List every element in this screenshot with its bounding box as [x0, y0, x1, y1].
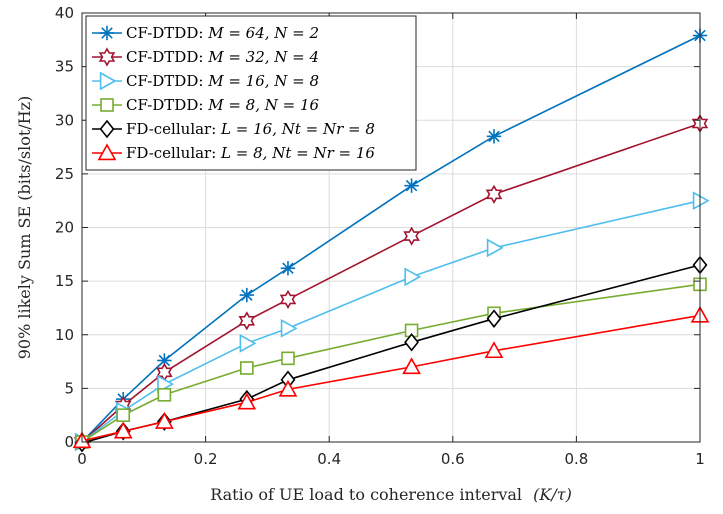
data-point: [404, 332, 420, 352]
data-point: [113, 421, 133, 439]
legend-label-prefix: CF-DTDD:: [126, 72, 208, 90]
legend-label-prefix: CF-DTDD:: [126, 96, 208, 114]
x-axis-label-text: Ratio of UE load to coherence interval: [210, 485, 522, 504]
data-point: [238, 311, 256, 331]
x-tick-label: 1: [695, 450, 705, 468]
legend-marker: [99, 119, 115, 139]
legend-box: [85, 15, 417, 171]
x-tick-label: 0.4: [317, 450, 341, 468]
y-tick-label: 10: [55, 326, 74, 344]
legend-entry: CF-DTDD: M = 8, N = 16: [92, 96, 320, 114]
data-point: [116, 408, 131, 422]
data-point: [484, 341, 504, 359]
legend-label-prefix: CF-DTDD:: [126, 24, 208, 42]
data-point: [241, 289, 253, 301]
data-point: [278, 379, 298, 397]
legend-label: FD-cellular: L = 8, Nt = Nr = 16: [126, 144, 375, 162]
series-6: [72, 305, 710, 449]
data-point: [237, 392, 257, 410]
y-tick-label: 15: [55, 272, 74, 290]
data-point: [404, 267, 422, 287]
legend-label: CF-DTDD: M = 8, N = 16: [126, 96, 320, 114]
series-line: [81, 199, 701, 443]
x-tick-label: 0.8: [564, 450, 588, 468]
data-point: [158, 354, 171, 367]
legend-label-prefix: CF-DTDD:: [126, 48, 208, 66]
x-axis-label: Ratio of UE load to coherence interval (…: [210, 485, 572, 504]
legend-label-math: M = 32, N = 4: [207, 48, 319, 66]
x-axis-label-math: (K/τ): [533, 485, 572, 504]
data-point: [282, 262, 294, 275]
legend-entry: FD-cellular: L = 8, Nt = Nr = 16: [92, 143, 375, 162]
x-tick-label: 0.2: [194, 450, 218, 468]
legend-marker: [98, 47, 116, 67]
legend-marker: [97, 143, 117, 161]
legend-marker: [101, 27, 113, 39]
y-tick-label: 5: [64, 379, 74, 397]
data-point: [405, 179, 418, 192]
legend-label-math: M = 16, N = 8: [207, 72, 319, 90]
legend-label-prefix: FD-cellular:: [126, 120, 221, 138]
data-point: [155, 411, 174, 429]
legend-entry: CF-DTDD: M = 16, N = 8: [92, 71, 319, 91]
data-point: [239, 333, 257, 353]
legend-label-prefix: FD-cellular:: [126, 144, 221, 162]
series-line: [81, 314, 701, 442]
legend-label-math: L = 8, Nt = Nr = 16: [220, 144, 375, 162]
series-line: [81, 34, 701, 443]
data-point: [692, 191, 710, 211]
data-point: [488, 130, 500, 143]
y-tick-label: 40: [55, 4, 74, 22]
y-tick-label: 35: [55, 58, 74, 76]
data-point: [402, 357, 421, 375]
data-point: [240, 361, 254, 375]
data-point: [486, 309, 502, 328]
legend-label-math: L = 16, Nt = Nr = 8: [220, 120, 375, 138]
data-point: [485, 184, 503, 204]
data-point: [403, 226, 420, 246]
legend-label-math: M = 64, N = 2: [207, 24, 319, 42]
series-line: [81, 283, 701, 443]
y-tick-label: 25: [55, 165, 74, 183]
x-tick-label: 0.6: [441, 450, 465, 468]
y-tick-label: 0: [64, 433, 74, 451]
legend-entry: CF-DTDD: M = 32, N = 4: [92, 47, 319, 67]
legend-label-math: M = 8, N = 16: [207, 96, 319, 114]
legend-entry: CF-DTDD: M = 64, N = 2: [92, 24, 319, 42]
data-point: [157, 388, 172, 402]
legend-marker: [100, 98, 114, 112]
legend-label: CF-DTDD: M = 64, N = 2: [126, 24, 319, 42]
legend-label: CF-DTDD: M = 32, N = 4: [126, 48, 319, 66]
data-point: [280, 318, 298, 338]
legend-label: FD-cellular: L = 16, Nt = Nr = 8: [126, 120, 375, 138]
data-point: [486, 238, 504, 258]
legend-marker: [99, 71, 117, 91]
x-tick-label: 0: [77, 450, 87, 468]
legend-entry: FD-cellular: L = 16, Nt = Nr = 8: [92, 119, 375, 139]
y-tick-label: 30: [55, 111, 74, 129]
data-point: [279, 289, 297, 310]
y-tick-label: 20: [55, 219, 74, 237]
series-line: [81, 122, 701, 443]
legend-label: CF-DTDD: M = 16, N = 8: [126, 72, 319, 90]
legend: CF-DTDD: M = 64, N = 2CF-DTDD: M = 32, N…: [85, 15, 417, 171]
y-axis-label: 90% likely Sum SE (bits/slot/Hz): [15, 96, 34, 360]
data-point: [281, 351, 295, 366]
